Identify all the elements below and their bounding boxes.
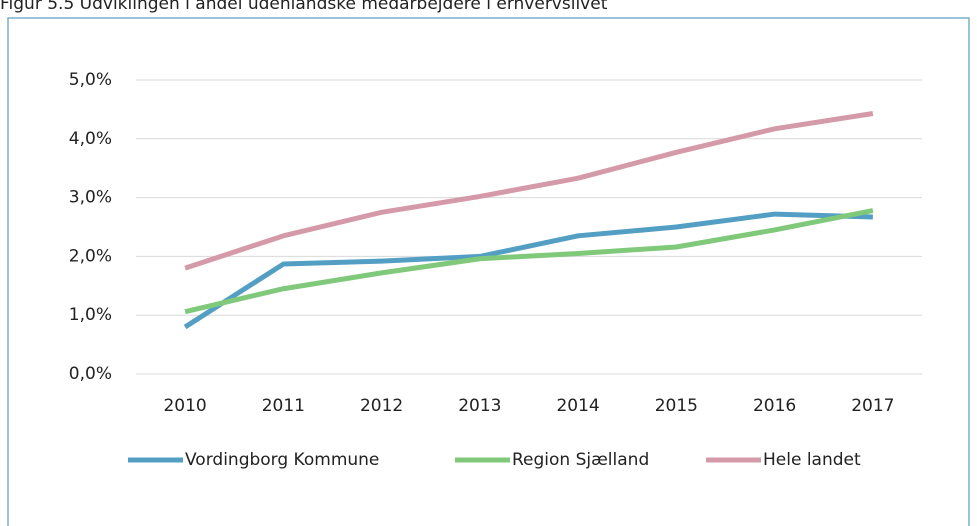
x-tick-label: 2010 — [163, 396, 206, 416]
x-tick-label: 2013 — [458, 396, 501, 416]
y-tick-label: 4,0% — [69, 129, 112, 149]
y-tick-label: 1,0% — [69, 305, 112, 325]
x-tick-label: 2016 — [753, 396, 796, 416]
x-tick-label: 2011 — [262, 396, 305, 416]
x-tick-label: 2012 — [360, 396, 403, 416]
y-tick-label: 5,0% — [69, 70, 112, 90]
series-line — [184, 111, 874, 271]
x-tick-label: 2015 — [655, 396, 698, 416]
x-tick-label: 2017 — [851, 396, 894, 416]
y-tick-label: 2,0% — [69, 246, 112, 266]
frame — [7, 17, 970, 526]
legend-label: Vordingborg Kommune — [185, 450, 379, 470]
x-tick-label: 2014 — [556, 396, 599, 416]
legend-label: Region Sjælland — [512, 450, 649, 470]
y-tick-label: 0,0% — [69, 364, 112, 384]
series-line — [184, 208, 874, 315]
y-tick-label: 3,0% — [69, 188, 112, 208]
legend-label: Hele landet — [763, 450, 861, 470]
chart-title: Figur 5.5 Udviklingen i andel udenlandsk… — [0, 0, 608, 14]
series-line — [183, 211, 873, 330]
